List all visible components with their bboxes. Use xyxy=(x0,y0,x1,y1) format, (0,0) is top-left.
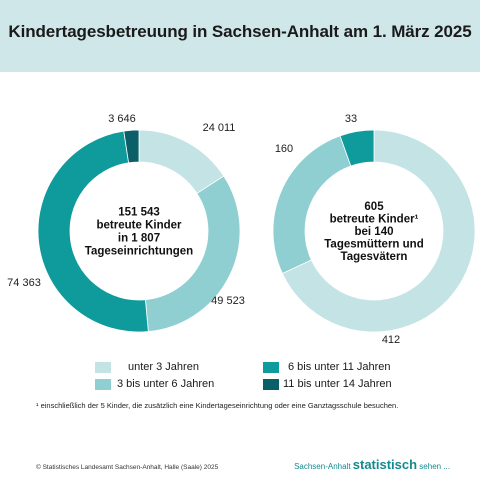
slice-value-label: 74 363 xyxy=(7,277,41,289)
copyright: © Statistisches Landesamt Sachsen-Anhalt… xyxy=(36,464,219,471)
brand-main: statistisch xyxy=(352,457,418,472)
page-title: Kindertagesbetreuung in Sachsen-Anhalt a… xyxy=(8,22,472,41)
center-text-line: in 1 807 xyxy=(118,233,160,245)
brand-logo: Sachsen-Anhalt statistisch sehen ... xyxy=(294,457,450,472)
center-text-line: 605 xyxy=(364,201,384,213)
brand-prefix: Sachsen-Anhalt xyxy=(294,462,353,471)
slice-value-label: 49 523 xyxy=(211,295,245,307)
donut-slice xyxy=(339,129,375,167)
slice-value-label: 24 011 xyxy=(203,122,236,134)
donut-slice xyxy=(272,135,352,274)
legend-label: 11 bis unter 14 Jahren xyxy=(283,378,392,390)
center-text-line: betreute Kinder¹ xyxy=(330,214,419,226)
brand-suffix: sehen ... xyxy=(417,462,450,471)
legend-label: 6 bis unter 11 Jahren xyxy=(288,361,391,373)
donut-slice xyxy=(281,129,476,333)
donut-slice xyxy=(123,129,140,164)
center-text-line: 151 543 xyxy=(118,207,160,219)
center-text-line: Tagesmüttern und xyxy=(324,239,423,251)
center-text-line: Tageseinrichtungen xyxy=(85,246,193,258)
donut-slice xyxy=(37,130,149,333)
footnote: ¹ einschließlich der 5 Kinder, die zusät… xyxy=(36,401,399,410)
slice-value-label: 33 xyxy=(345,113,357,125)
legend-swatch xyxy=(263,379,279,390)
legend-label: 3 bis unter 6 Jahren xyxy=(117,378,215,390)
center-text-line: betreute Kinder xyxy=(97,220,183,232)
legend-swatch xyxy=(95,379,111,390)
legend-swatch xyxy=(95,362,111,373)
legend-swatch xyxy=(263,362,279,373)
header-band xyxy=(0,0,480,72)
slice-value-label: 412 xyxy=(382,334,400,346)
slice-value-label: 3 646 xyxy=(108,113,136,125)
center-text-line: bei 140 xyxy=(355,226,394,238)
slice-value-label: 160 xyxy=(275,143,293,155)
center-text-line: Tagesvätern xyxy=(341,251,408,263)
legend-label: unter 3 Jahren xyxy=(128,361,199,373)
